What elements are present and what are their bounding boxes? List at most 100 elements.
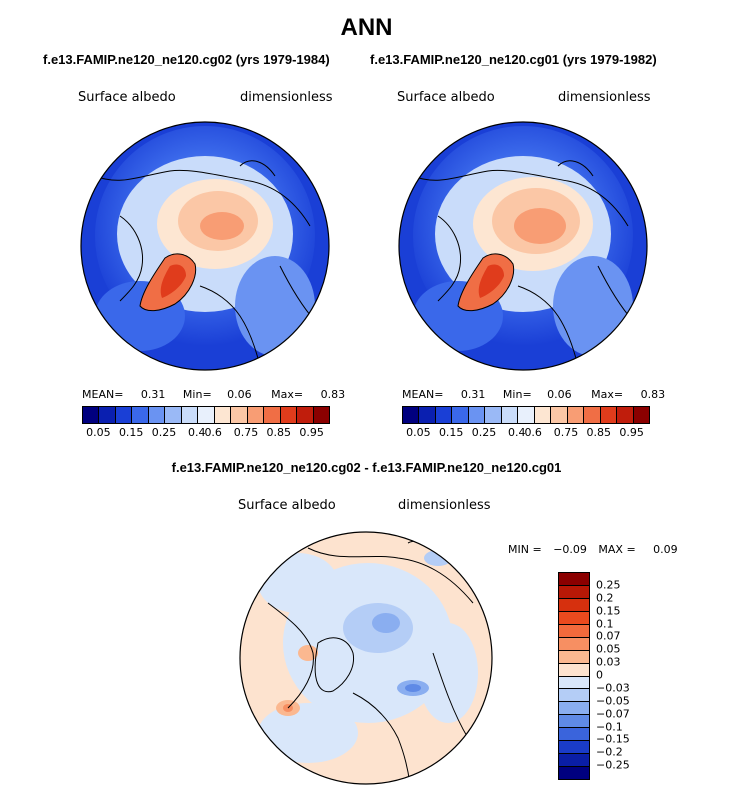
colorbar-swatch-left (181, 407, 199, 423)
colorbar-tick-label-diff: −0.05 (596, 694, 630, 708)
min-label-right: Min= (502, 388, 532, 401)
colorbar-swatch-right (435, 407, 453, 423)
variable-label-right: Surface albedo (397, 90, 495, 105)
colorbar-swatch-left (132, 407, 149, 423)
colorbar-swatch-right (584, 407, 601, 423)
colorbar-tick-label-diff: 0 (596, 668, 603, 682)
colorbar-swatch-left (198, 407, 215, 423)
colorbar-tick-label-diff: −0.1 (596, 720, 623, 733)
colorbar-tick-label-diff: 0.2 (596, 591, 614, 605)
max-value-right: 0.83 (640, 388, 666, 401)
colorbar-swatch-diff (559, 585, 589, 599)
colorbar-tick-label-left: 0.4 (188, 426, 206, 439)
colorbar-swatch-right (534, 407, 552, 423)
page-title: ANN (340, 14, 393, 41)
colorbar-swatch-right (518, 407, 535, 423)
colorbar-swatch-diff (559, 767, 589, 779)
colorbar-tick-label-diff: −0.03 (596, 681, 630, 695)
colorbar-swatch-right (633, 407, 650, 423)
max-label-right: Max= (591, 388, 624, 401)
variable-label-left: Surface albedo (78, 90, 176, 105)
colorbar-tick-label-right: 0.75 (553, 426, 579, 439)
colorbar-swatch-right (485, 407, 502, 423)
colorbar-tick-label-diff: −0.07 (596, 707, 630, 721)
colorbar-swatch-left (247, 407, 265, 423)
colorbar-swatch-right (403, 407, 420, 423)
units-label-left: dimensionless (240, 90, 333, 105)
colorbar-swatch-left (231, 407, 248, 423)
colorbar-swatch-left (115, 407, 133, 423)
colorbar-left (82, 406, 330, 424)
min-value-left: 0.06 (227, 388, 252, 401)
colorbar-tick-label-left: 0.85 (266, 426, 292, 439)
colorbar-tick-label-right: 0.85 (586, 426, 612, 439)
diff-case-name: f.e13.FAMIP.ne120_ne120.cg02 - f.e13.FAM… (171, 460, 562, 475)
colorbar-swatch-left (313, 407, 330, 423)
colorbar-swatch-diff (559, 650, 589, 664)
colorbar-swatch-diff (559, 741, 589, 755)
colorbar-swatch-left (214, 407, 232, 423)
colorbar-swatch-left (165, 407, 182, 423)
colorbar-swatch-diff (559, 637, 589, 651)
colorbar-ticks-left: 0.05 0.15 0.25 0.4 0.6 0.75 0.85 0.95 (82, 426, 328, 440)
colorbar-tick-label-right: 0.05 (406, 426, 431, 439)
colorbar-swatch-right (567, 407, 585, 423)
units-label-right: dimensionless (558, 90, 651, 105)
colorbar-tick-label-diff: −0.15 (596, 732, 630, 746)
mean-label-right: MEAN= (402, 388, 444, 401)
colorbar-tick-label-diff: 0.25 (596, 578, 621, 592)
mean-value-left: 0.31 (140, 388, 166, 401)
colorbar-swatch-left (148, 407, 166, 423)
colorbar-tick-label-left: 0.05 (86, 426, 111, 439)
min-value-right: 0.06 (547, 388, 572, 401)
colorbar-tick-label-diff: 0.05 (596, 642, 621, 656)
mean-value-right: 0.31 (460, 388, 486, 401)
colorbar-tick-label-right: 0.25 (471, 426, 497, 439)
case-name-right: f.e13.FAMIP.ne120_ne120.cg01 (yrs 1979-1… (370, 52, 657, 67)
colorbar-swatch-left (83, 407, 100, 423)
case-name-left: f.e13.FAMIP.ne120_ne120.cg02 (yrs 1979-1… (43, 52, 330, 67)
colorbar-swatch-right (452, 407, 469, 423)
mean-label-left: MEAN= (82, 388, 124, 401)
units-label-diff: dimensionless (398, 498, 491, 513)
colorbar-tick-label-diff: −0.2 (596, 745, 623, 759)
colorbar-swatch-right (468, 407, 486, 423)
variable-label-diff: Surface albedo (238, 498, 336, 513)
max-label-diff: MAX = (598, 543, 636, 556)
colorbar-tick-label-left: 0.6 (204, 426, 222, 439)
colorbar-swatch-diff (559, 702, 589, 716)
max-value-left: 0.83 (320, 388, 346, 401)
colorbar-swatch-right (551, 407, 568, 423)
colorbar-swatch-diff (559, 611, 589, 625)
colorbar-swatch-left (264, 407, 281, 423)
colorbar-swatch-diff (559, 573, 589, 586)
colorbar-swatch-left (280, 407, 298, 423)
colorbar-swatch-diff (559, 754, 589, 768)
map-left (80, 121, 330, 371)
colorbar-tick-label-diff: 0.15 (596, 604, 621, 618)
colorbar-swatch-right (617, 407, 634, 423)
colorbar-swatch-left (99, 407, 116, 423)
colorbar-diff (558, 572, 590, 780)
colorbar-tick-label-diff: 0.03 (596, 655, 621, 669)
colorbar-swatch-left (297, 407, 314, 423)
colorbar-ticks-diff: 0.25 0.2 0.15 0.1 0.07 0.05 0.03 0 −0.03 −0.05 −0.… (596, 572, 656, 778)
max-value-diff: 0.09 (653, 543, 678, 556)
colorbar-swatch-diff (559, 663, 589, 677)
min-label-left: Min= (182, 388, 212, 401)
colorbar-tick-label-left: 0.95 (299, 426, 324, 439)
colorbar-swatch-diff (559, 624, 589, 638)
colorbar-tick-label-left: 0.25 (151, 426, 177, 439)
map-diff (239, 531, 493, 785)
colorbar-tick-label-diff: 0.1 (596, 617, 614, 630)
colorbar-tick-label-left: 0.75 (233, 426, 259, 439)
colorbar-swatch-diff (559, 689, 589, 703)
colorbar-swatch-diff (559, 728, 589, 742)
colorbar-tick-label-right: 0.4 (508, 426, 526, 439)
colorbar-swatch-diff (559, 715, 589, 729)
colorbar-tick-label-right: 0.95 (619, 426, 644, 439)
colorbar-tick-label-left: 0.15 (118, 426, 144, 439)
colorbar-tick-label-diff: −0.25 (596, 758, 630, 772)
colorbar-tick-label-right: 0.6 (524, 426, 542, 439)
max-label-left: Max= (271, 388, 304, 401)
